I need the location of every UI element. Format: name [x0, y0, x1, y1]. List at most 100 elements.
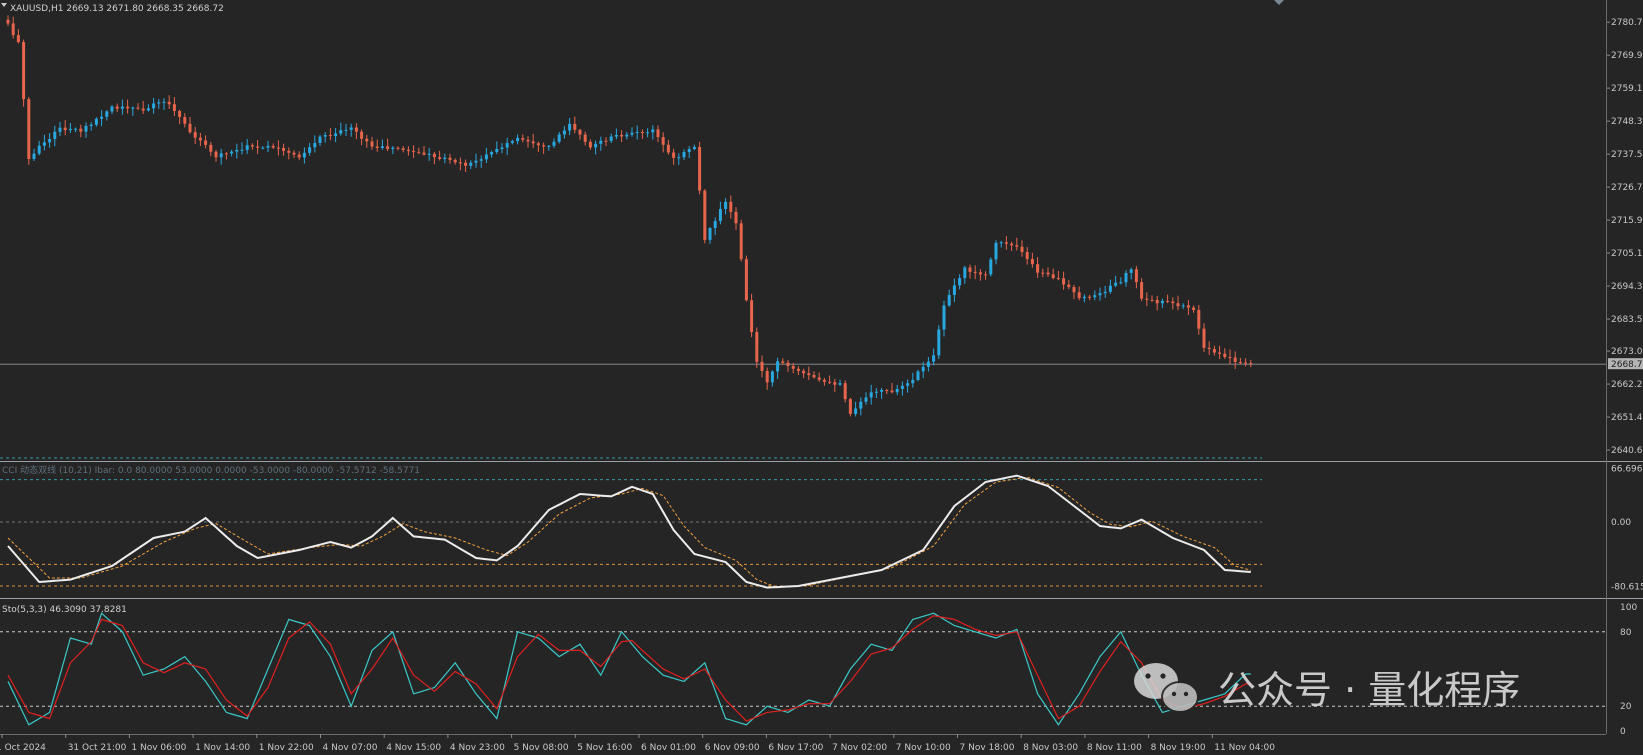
- candle-body: [250, 145, 254, 147]
- candle-body: [354, 127, 358, 132]
- stoch-panel[interactable]: 100 80 20 0 Sto(5,3,3) 46.3090 37.8281: [0, 603, 1637, 737]
- cci-axis: 66.696 0.00 -80.6152: [1611, 465, 1643, 593]
- candle-body: [323, 135, 327, 137]
- candle-body: [1072, 287, 1076, 293]
- time-tick-label: 6 Nov 17:00: [768, 743, 823, 753]
- candle-body: [568, 123, 572, 131]
- candle-body: [58, 127, 62, 132]
- candle-body: [386, 146, 390, 149]
- candle-body: [521, 137, 525, 140]
- candle-body: [370, 141, 374, 147]
- one-click-trade-icon[interactable]: [1274, 0, 1284, 5]
- candle-body: [1103, 291, 1107, 294]
- candle-body: [412, 150, 416, 152]
- candle-body: [744, 259, 748, 301]
- candle-body: [152, 103, 156, 109]
- candle-body: [302, 152, 306, 158]
- candle-body: [32, 153, 36, 160]
- candle-body: [1244, 362, 1248, 364]
- candle-body: [911, 379, 915, 384]
- candle-body: [1207, 347, 1211, 349]
- candle-body: [1140, 282, 1144, 299]
- candle-body: [536, 143, 540, 146]
- cci-panel[interactable]: 66.696 0.00 -80.6152 CCI 动态双线 (10,21) Ibar…: [0, 457, 1643, 593]
- candle-body: [188, 123, 192, 133]
- candle-body: [1186, 305, 1190, 308]
- candle-body: [261, 147, 265, 149]
- candle-body: [1010, 243, 1014, 246]
- candle-body: [1192, 307, 1196, 310]
- candle-body: [999, 242, 1003, 244]
- candle-body: [557, 134, 561, 142]
- candle-body: [963, 267, 967, 279]
- candle-body: [115, 106, 119, 109]
- candle-body: [287, 150, 291, 153]
- candle-body: [224, 153, 228, 155]
- candle-body: [110, 106, 114, 112]
- candle-body: [958, 278, 962, 286]
- candle-body: [120, 106, 124, 109]
- candle-body: [973, 271, 977, 273]
- candle-body: [573, 123, 577, 130]
- stoch-signal-line: [7, 615, 1251, 722]
- candle-body: [1020, 246, 1024, 253]
- candle-body: [812, 375, 816, 378]
- candle-body: [126, 106, 130, 109]
- candle-body: [786, 362, 790, 366]
- candle-body: [547, 145, 551, 147]
- stoch-tick-label: 20: [1620, 702, 1632, 712]
- candle-body: [1176, 303, 1180, 307]
- candle-body: [562, 130, 566, 135]
- candle-body: [661, 137, 665, 145]
- candle-body: [609, 136, 613, 141]
- candle-body: [94, 118, 98, 125]
- candle-body: [1025, 252, 1029, 260]
- candle-body: [781, 361, 785, 363]
- candle-body: [838, 383, 842, 385]
- candle-body: [1067, 284, 1071, 288]
- candle-body: [349, 127, 353, 130]
- candle-body: [900, 385, 904, 389]
- candle-body: [1238, 362, 1242, 364]
- menu-triangle-icon[interactable]: [1, 3, 7, 7]
- candle-body: [204, 140, 208, 145]
- candle-body: [531, 141, 535, 144]
- wechat-icon: [1134, 663, 1199, 713]
- candle-body: [339, 130, 343, 134]
- candle-body: [542, 145, 546, 147]
- candle-body: [1041, 272, 1045, 274]
- candle-body: [334, 133, 338, 137]
- watermark-text: 公众号 · 量化程序: [1218, 668, 1520, 712]
- candle-body: [885, 389, 889, 391]
- price-panel[interactable]: 2780.70 2769.90 2759.10 2748.30 2737.50 2726.…: [0, 0, 1643, 456]
- wechat-eye: [1171, 691, 1177, 697]
- candle-body: [1077, 292, 1081, 299]
- candle-body: [843, 383, 847, 400]
- candle-body: [6, 19, 10, 24]
- candle-body: [765, 370, 769, 383]
- candle-body: [464, 162, 468, 166]
- candle-body: [365, 138, 369, 142]
- candle-body: [890, 390, 894, 393]
- candle-body: [1082, 296, 1086, 299]
- candle-body: [401, 148, 405, 150]
- candle-body: [328, 135, 332, 137]
- candle-body: [926, 361, 930, 367]
- candle-body: [391, 147, 395, 149]
- cci-indicator-info: CCI 动态双线 (10,21) Ibar: 0.0 80.0000 53.00…: [2, 464, 420, 476]
- candle-body: [942, 305, 946, 330]
- candle-body: [313, 142, 317, 148]
- candle-body: [1197, 309, 1201, 329]
- candle-body: [646, 132, 650, 134]
- candle-body: [718, 208, 722, 221]
- candle-body: [427, 153, 431, 155]
- wechat-eye: [1183, 691, 1189, 697]
- candle-body: [27, 99, 31, 160]
- candle-body: [625, 134, 629, 137]
- time-tick-label: 6 Nov 09:00: [705, 743, 760, 753]
- wechat-eye: [1160, 673, 1166, 679]
- candle-body: [594, 143, 598, 148]
- candle-body: [932, 355, 936, 362]
- candle-body: [172, 104, 176, 111]
